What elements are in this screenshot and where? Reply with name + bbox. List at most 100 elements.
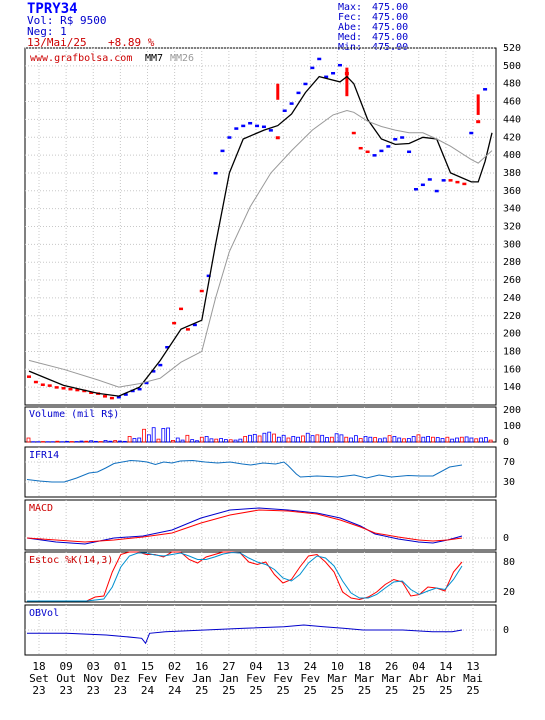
x-tick-label: Nov (83, 672, 103, 685)
x-tick-label: Fev (138, 672, 158, 685)
volume-bar (26, 437, 31, 443)
volume-label: Vol: R$ 9500 (27, 14, 106, 27)
x-tick-label: 25 (439, 684, 452, 697)
volume-bar (488, 439, 493, 443)
volume-tick-label: 200 (503, 405, 521, 416)
price-mark (462, 182, 467, 186)
price-mark (255, 124, 260, 128)
price-mark (116, 395, 121, 399)
volume-bar (305, 432, 310, 443)
stochastic-panel-frame (24, 551, 497, 603)
ifr-title: IFR14 (29, 450, 59, 461)
price-mark (75, 388, 80, 392)
volume-bar (209, 438, 214, 443)
price-mark (33, 380, 38, 384)
price-mark (40, 383, 45, 386)
x-tick-label: 25 (195, 684, 208, 697)
volume-bar (301, 435, 305, 443)
price-candle (476, 94, 480, 115)
price-mark (351, 131, 356, 135)
price-tick-label: 320 (503, 222, 521, 233)
volume-bar (185, 434, 190, 443)
volume-bar (310, 435, 315, 443)
price-mark (68, 387, 73, 391)
volume-bar (435, 437, 440, 443)
volume-bar (387, 435, 392, 443)
x-tick-label: 13 (277, 660, 290, 673)
estoc-line-d (27, 551, 463, 602)
price-mark (448, 179, 453, 182)
volume-bar (334, 433, 339, 443)
price-mark (455, 180, 460, 184)
volume-bar (142, 428, 146, 443)
stat-label-3: Med: (338, 32, 362, 43)
price-mark (248, 121, 253, 125)
stat-label-0: Max: (338, 2, 362, 13)
ifr14-tick-label: 30 (503, 477, 515, 488)
price-mark (213, 171, 218, 175)
volume-tick-label: 0 (503, 437, 509, 448)
volume-bar (257, 435, 262, 443)
x-tick-label: Fev (300, 672, 320, 685)
price-mark (483, 88, 488, 91)
price-tick-label: 500 (503, 61, 521, 72)
x-tick-label: 24 (168, 684, 182, 697)
price-series (27, 57, 493, 400)
volume-bar (455, 437, 459, 443)
x-tick-label: 18 (358, 660, 371, 673)
volume-bar (94, 440, 98, 443)
volume-bar (55, 440, 60, 443)
price-mark (268, 129, 273, 132)
x-tick-label: 15 (141, 660, 154, 673)
volume-bar (228, 439, 233, 443)
price-mark (27, 375, 31, 378)
volume-bar (368, 436, 373, 443)
volume-bar (122, 440, 127, 443)
price-tick-label: 360 (503, 186, 521, 197)
volume-bar (108, 440, 113, 443)
volume-bar (233, 439, 238, 443)
stochastic-series (27, 551, 463, 602)
stat-label-2: Abe: (338, 22, 362, 33)
price-mark (337, 63, 342, 67)
x-tick-label: 25 (222, 684, 235, 697)
x-tick-label: 25 (249, 684, 262, 697)
volume-bars (26, 427, 493, 443)
price-mark (400, 136, 405, 139)
x-tick-label: 01 (114, 660, 127, 673)
volume-bar (262, 432, 267, 443)
price-mark (296, 91, 301, 95)
price-mark (47, 384, 52, 387)
x-tick-label: 23 (32, 684, 45, 697)
volume-bar (382, 437, 387, 443)
change-label: +8.89 % (108, 36, 155, 49)
obvol-line-obvol (27, 624, 463, 645)
volume-bar (199, 436, 204, 443)
volume-bar (296, 436, 301, 443)
volume-bar (378, 438, 382, 443)
x-tick-label: 16 (195, 660, 208, 673)
volume-bar (459, 436, 464, 443)
volume-bar (161, 428, 166, 443)
volume-bar (483, 437, 488, 443)
volume-bar (392, 436, 397, 443)
volume-bar (171, 440, 175, 443)
price-mark (227, 136, 232, 139)
x-tick-label: 02 (168, 660, 181, 673)
price-mark (427, 178, 432, 181)
price-mark (344, 71, 349, 75)
volume-bar (89, 440, 93, 443)
x-tick-label: 27 (222, 660, 235, 673)
price-mark (469, 131, 474, 135)
ifr14-line-ifr14 (26, 459, 463, 483)
volume-bar (65, 440, 69, 443)
x-tick-label: 25 (385, 684, 398, 697)
x-tick-label: Out (56, 672, 76, 685)
stat-value-1: 475.00 (372, 12, 408, 23)
price-mark (179, 307, 184, 311)
stochastic-title: Estoc %K(14,3) (29, 555, 113, 566)
obvol-title: OBVol (29, 608, 59, 619)
x-tick-label: 25 (412, 684, 425, 697)
volume-bar (281, 434, 286, 443)
price-mark (172, 321, 177, 325)
